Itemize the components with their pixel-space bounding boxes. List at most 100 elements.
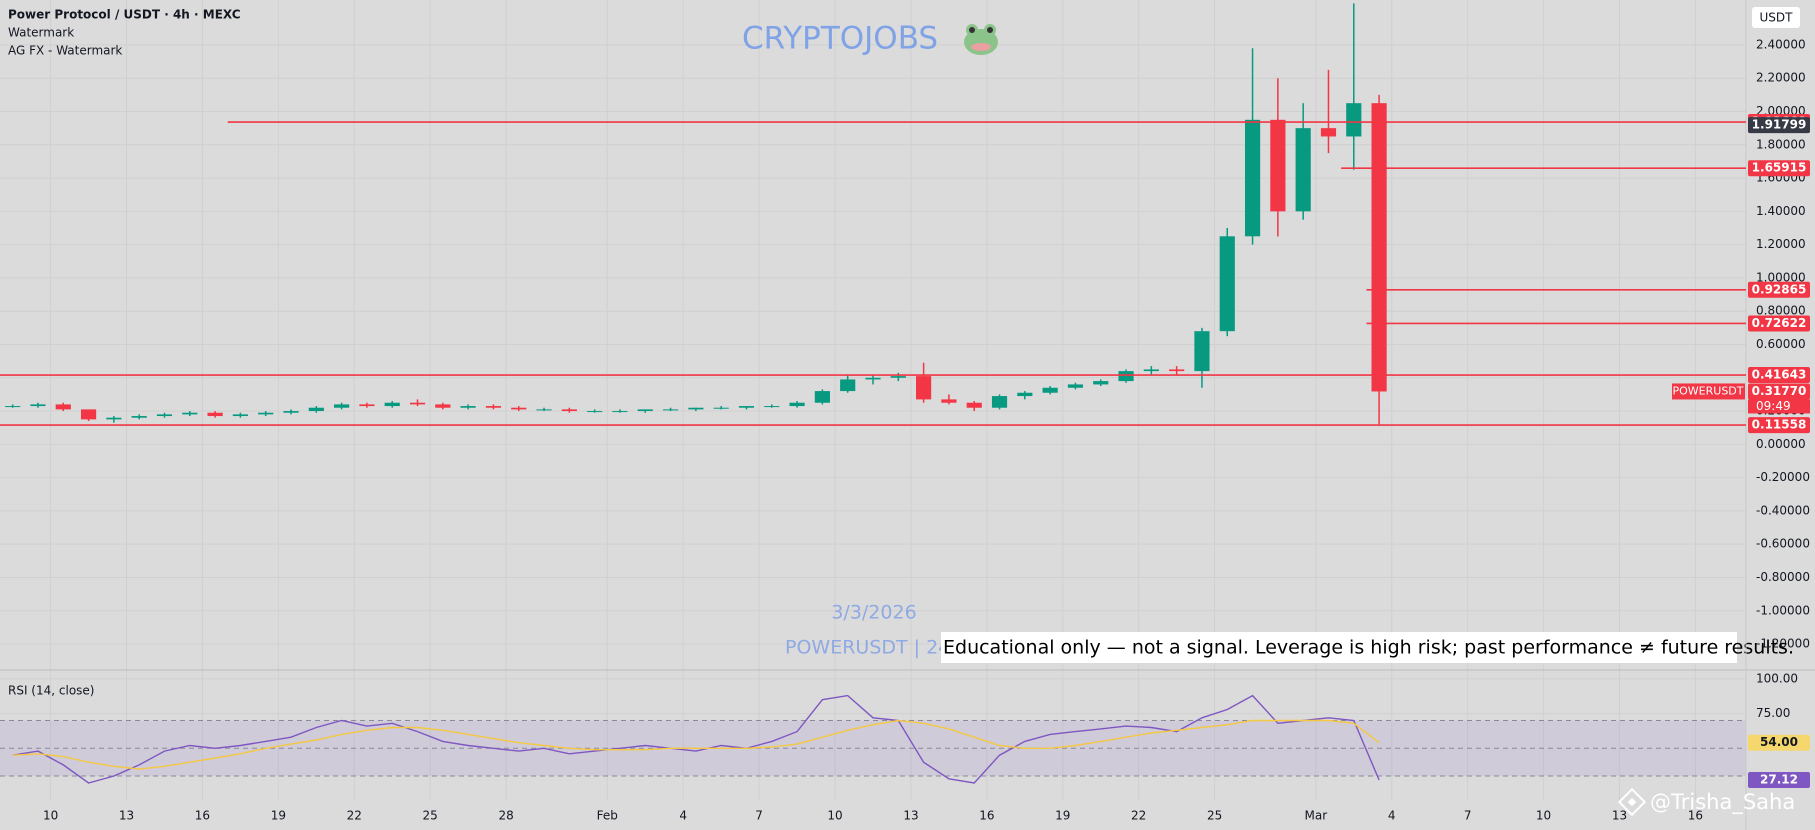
- x-tick-label: 16: [1688, 809, 1703, 823]
- candle-body: [485, 406, 502, 408]
- chart-title: Power Protocol / USDT · 4h · MEXC: [8, 8, 241, 22]
- candle-body: [1093, 381, 1109, 385]
- y-tick-label: 1.80000: [1756, 137, 1806, 151]
- candle-body: [460, 406, 476, 408]
- y-tick-label: -0.60000: [1756, 537, 1810, 551]
- indicator-label: Watermark: [8, 26, 74, 40]
- price-badge: [1748, 315, 1810, 332]
- symbol-label: POWERUSDT: [1673, 384, 1744, 397]
- x-tick-label: 7: [755, 809, 763, 823]
- candle-body: [966, 402, 982, 408]
- y-tick-label: 2.40000: [1756, 37, 1806, 51]
- candle-body: [840, 379, 856, 392]
- price-badge-label: 1.65915: [1752, 161, 1807, 175]
- credit: @Trisha_Saha: [1650, 790, 1795, 815]
- x-tick-label: 4: [679, 809, 687, 823]
- y-tick-label: 1.00000: [1756, 270, 1806, 284]
- x-tick-label: 13: [903, 809, 918, 823]
- price-badge-label: 0.41643: [1752, 368, 1807, 382]
- candle-body: [511, 407, 527, 410]
- x-tick-label: 10: [1536, 809, 1551, 823]
- y-tick-label: -0.40000: [1756, 503, 1810, 517]
- x-tick-label: 13: [119, 809, 134, 823]
- candle-body: [890, 376, 906, 378]
- y-tick-label: 2.20000: [1756, 71, 1806, 85]
- candle-body: [814, 391, 830, 403]
- price-badge: [1748, 160, 1810, 177]
- y-tick-label: 1.20000: [1756, 237, 1806, 251]
- y-tick-label: 0.60000: [1756, 337, 1806, 351]
- candle-body: [80, 409, 97, 420]
- x-tick-label: 10: [43, 809, 58, 823]
- candle-body: [587, 411, 603, 413]
- x-tick-label: 10: [827, 809, 842, 823]
- y-tick-label: -1.00000: [1756, 603, 1810, 617]
- candle-body: [232, 414, 248, 417]
- x-tick-label: 13: [1612, 809, 1627, 823]
- candle-body: [1371, 103, 1387, 392]
- candle-body: [637, 409, 653, 412]
- candle-body: [30, 404, 46, 407]
- candle-body: [359, 404, 375, 407]
- candle-body: [713, 407, 729, 409]
- candle-body: [334, 404, 350, 408]
- candle-body: [384, 402, 400, 407]
- price-badge: [1748, 417, 1810, 434]
- candle-body: [1042, 387, 1058, 393]
- disclaimer-box: [941, 632, 1737, 663]
- watermark-symbol: POWERUSDT | 24: [785, 637, 950, 659]
- price-badge: [1748, 281, 1810, 298]
- y-tick-label: 0.80000: [1756, 304, 1806, 318]
- x-tick-label: 22: [347, 809, 362, 823]
- candle-body: [308, 407, 324, 412]
- y-tick-label: 1.40000: [1756, 204, 1806, 218]
- candle-body: [612, 411, 628, 413]
- price-badge-label: 0.72622: [1752, 316, 1807, 330]
- y-tick-label: -0.80000: [1756, 570, 1810, 584]
- frog-icon: [964, 24, 998, 55]
- x-tick-label: 28: [498, 809, 513, 823]
- candle-body: [1320, 128, 1337, 137]
- rsi-title: RSI (14, close): [8, 684, 94, 698]
- candle-body: [258, 412, 274, 415]
- candle-body: [1219, 236, 1235, 332]
- price-badge-label: 27.12: [1760, 773, 1798, 787]
- x-tick-label: Feb: [597, 809, 618, 823]
- candle-body: [789, 402, 805, 407]
- candle-body: [5, 406, 21, 408]
- price-badge-label: 0.92865: [1752, 282, 1807, 296]
- candle-body: [1346, 103, 1362, 137]
- disclaimer: Educational only — not a signal. Leverag…: [943, 637, 1794, 659]
- x-tick-label: 4: [1388, 809, 1396, 823]
- x-tick-label: 19: [271, 809, 286, 823]
- x-tick-label: 16: [195, 809, 210, 823]
- candle-body: [1244, 119, 1261, 237]
- background-layer: -1.20000 -1.00000 -0.80000 -0.60000 -0.40000…: [0, 0, 1810, 801]
- currency-box[interactable]: [1752, 7, 1800, 28]
- candle-body: [1067, 384, 1084, 388]
- y-tick-label: 0.00000: [1756, 437, 1806, 451]
- watermark-date: 3/3/2026: [831, 602, 916, 624]
- candle-body: [55, 404, 71, 410]
- candle-body: [1270, 119, 1286, 212]
- countdown-badge: [1748, 399, 1810, 414]
- candle-body: [865, 377, 881, 380]
- price-badge: [1748, 117, 1810, 134]
- currency[interactable]: USDT: [1760, 11, 1794, 25]
- price-badge: [1748, 367, 1810, 384]
- candle-body: [738, 406, 755, 408]
- candle-body: [435, 404, 451, 408]
- candle-body: [207, 412, 223, 417]
- price-badge: [1748, 734, 1810, 751]
- candle-body: [1118, 371, 1134, 382]
- price-badge-label: 1.91799: [1752, 118, 1807, 132]
- candle-body: [1295, 128, 1311, 212]
- rsi-line: [12, 719, 1380, 770]
- y-tick-label: 100.00: [1756, 671, 1798, 685]
- candle-body: [1017, 392, 1033, 397]
- symbol-badge: [1672, 383, 1745, 400]
- y-tick-label: 75.00: [1756, 706, 1790, 720]
- x-tick-label: 25: [423, 809, 438, 823]
- candle-body: [106, 417, 122, 420]
